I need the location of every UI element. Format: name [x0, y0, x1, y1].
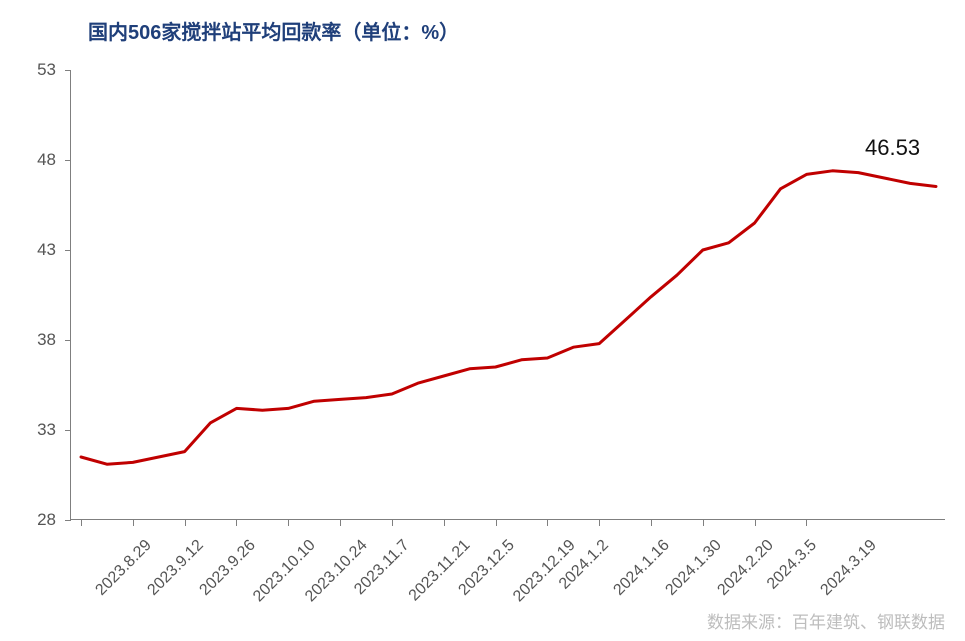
x-axis-tick-mark [392, 520, 393, 526]
x-axis-tick-label: 2024.1.30 [662, 537, 725, 600]
chart-title: 国内506家搅拌站平均回款率（单位：%） [88, 16, 459, 45]
y-axis-tick-label: 48 [0, 150, 56, 170]
x-axis-tick-label: 2023.9.12 [144, 537, 207, 600]
data-source-label: 数据来源：百年建筑、钢联数据 [707, 608, 945, 633]
y-axis-tick-mark [65, 250, 71, 251]
x-axis-tick-label: 2023.8.29 [92, 537, 155, 600]
y-axis-tick-label: 53 [0, 60, 56, 80]
y-axis-tick-mark [65, 340, 71, 341]
y-axis-tick-label: 38 [0, 330, 56, 350]
x-axis-tick-mark [547, 520, 548, 526]
x-axis-tick-mark [703, 520, 704, 526]
x-axis-tick-mark [185, 520, 186, 526]
chart-container: 国内506家搅拌站平均回款率（单位：%） 28 33 38 43 48 53 2023.8… [0, 0, 965, 641]
x-axis-tick-mark [599, 520, 600, 526]
plot-area [70, 70, 945, 520]
x-axis-tick-mark [651, 520, 652, 526]
x-axis-tick-label: 2023.9.26 [196, 537, 259, 600]
line-series-polyline [81, 171, 936, 464]
last-value-label: 46.53 [865, 135, 920, 161]
y-axis-tick-mark [65, 160, 71, 161]
x-axis-tick-mark [444, 520, 445, 526]
x-axis-tick-mark [496, 520, 497, 526]
y-axis-tick-mark [65, 520, 71, 521]
y-axis-tick-label: 43 [0, 240, 56, 260]
y-axis-tick-mark [65, 430, 71, 431]
line-series-svg [71, 70, 946, 520]
x-axis-tick-mark [81, 520, 82, 526]
y-axis-tick-mark [65, 70, 71, 71]
x-axis-tick-mark [288, 520, 289, 526]
y-axis-tick-label: 28 [0, 510, 56, 530]
x-axis-tick-mark [236, 520, 237, 526]
x-axis-tick-label: 2024.1.16 [611, 537, 674, 600]
x-axis-tick-mark [755, 520, 756, 526]
x-axis-tick-label: 2024.3.19 [818, 537, 881, 600]
x-axis-tick-mark [133, 520, 134, 526]
x-axis-tick-mark [340, 520, 341, 526]
x-axis-tick-label: 2024.2.20 [714, 537, 777, 600]
x-axis-tick-mark [806, 520, 807, 526]
y-axis-tick-label: 33 [0, 420, 56, 440]
